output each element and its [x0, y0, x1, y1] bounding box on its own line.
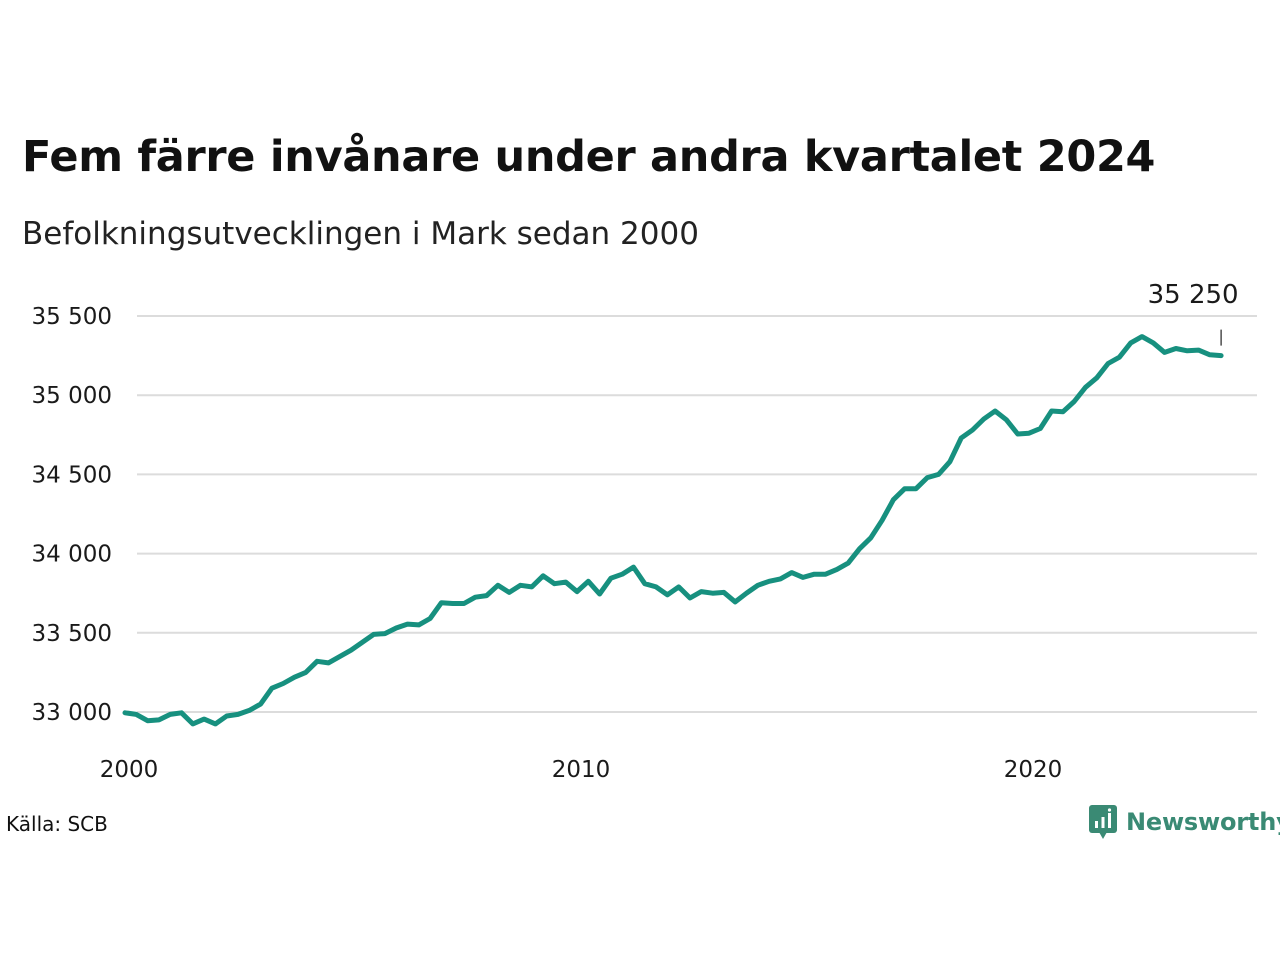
y-tick-label: 34 500 — [32, 462, 112, 488]
y-tick-label: 34 000 — [32, 542, 112, 568]
x-tick-label: 2000 — [100, 757, 159, 783]
series-line — [122, 334, 1224, 727]
x-tick-label: 2010 — [552, 757, 611, 783]
chart-subtitle: Befolkningsutvecklingen i Mark sedan 200… — [22, 216, 699, 252]
brand-logo[interactable]: Newsworthy — [1088, 804, 1280, 840]
y-tick-label: 33 500 — [32, 621, 112, 647]
y-axis-tick-labels: 33 000 33 500 34 000 34 500 35 000 35 500 — [32, 304, 112, 726]
y-tick-label: 35 500 — [32, 304, 112, 330]
y-tick-label: 33 000 — [32, 700, 112, 726]
x-axis-tick-labels: 2000 2010 2020 — [100, 757, 1063, 783]
source-label: Källa: SCB — [6, 812, 108, 836]
brand-name: Newsworthy — [1126, 808, 1280, 836]
newsworthy-logo-icon — [1089, 805, 1117, 839]
line-chart: 33 000 33 500 34 000 34 500 35 000 35 500 200… — [32, 280, 1257, 783]
end-value-label: 35 250 — [1148, 280, 1239, 310]
chart-title: Fem färre invånare under andra kvartalet… — [22, 132, 1156, 182]
y-tick-label: 35 000 — [32, 383, 112, 409]
y-gridlines — [137, 315, 1257, 713]
x-tick-label: 2020 — [1004, 757, 1063, 783]
